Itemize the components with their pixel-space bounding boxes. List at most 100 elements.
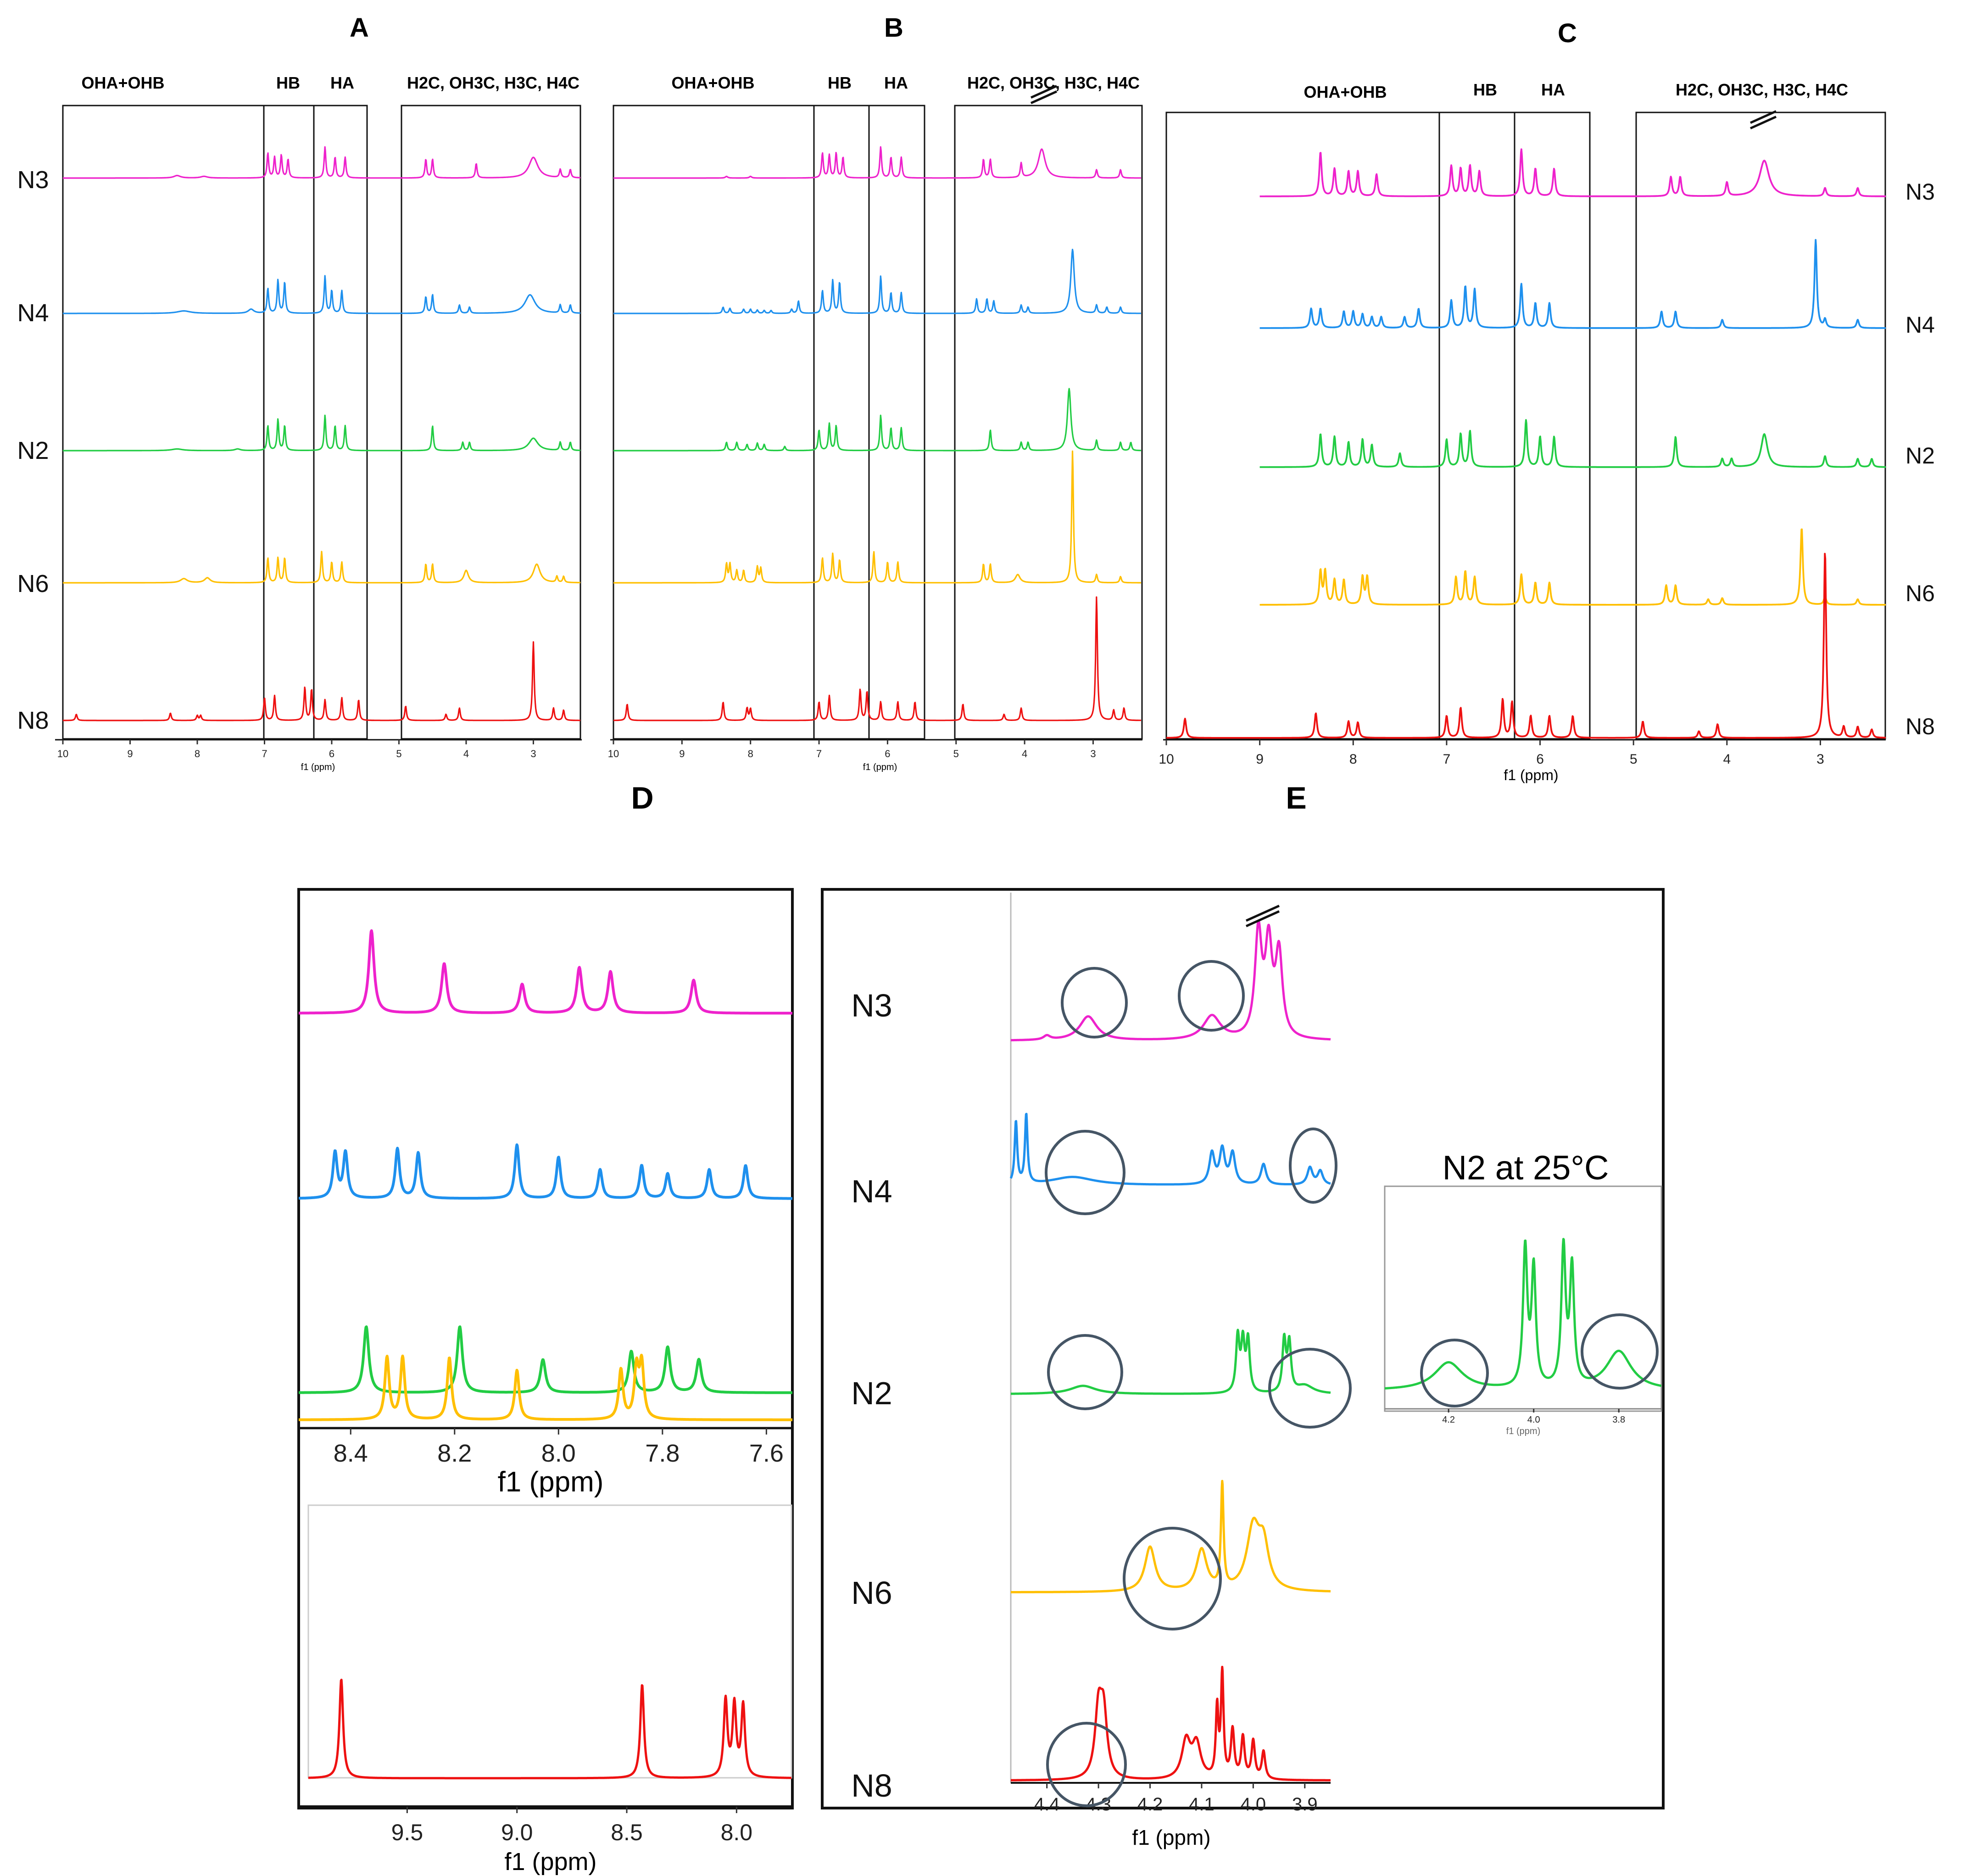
region-label-h2c: H2C, OH3C, H3C, H4C (1676, 80, 1848, 99)
panel-letter-a: A (350, 13, 369, 43)
x-axis-label: f1 (ppm) (1504, 767, 1558, 783)
series-label-n8: N8 (851, 1768, 892, 1803)
spectrum-n6 (298, 1353, 793, 1421)
region-box-h2c (401, 105, 581, 740)
region-box-ha (1514, 112, 1591, 740)
series-label-n3: N3 (851, 988, 892, 1023)
inset-frame (1384, 1185, 1662, 1412)
x-tick-label: 7.6 (749, 1440, 784, 1467)
series-label-n4: N4 (851, 1173, 892, 1209)
spectrum-n8 (1010, 1665, 1331, 1781)
region-box-h2c (1635, 112, 1886, 740)
spectrum-n8 (613, 596, 1142, 721)
spectra-stack: N3 N4 N2 N6 N8 (17, 146, 581, 734)
series-label-n6: N6 (1905, 581, 1935, 606)
series-label-n2: N2 (17, 437, 49, 464)
highlight-circle (1289, 1128, 1337, 1204)
region-label-h2c: H2C, OH3C, H3C, H4C (967, 73, 1140, 92)
panel-letter-b: B (884, 13, 903, 43)
x-tick-label: 7 (816, 748, 822, 759)
spectra-stack: N3 N4 N2 N6 N8 (1166, 148, 1935, 739)
x-tick-label: 4.2 (1137, 1794, 1163, 1815)
inset-x-axis-label: f1 (ppm) (1506, 1426, 1540, 1436)
panel-b: OHA+OHB HB HA H2C, OH3C, H3C, H4C 10 9 8 7 6… (608, 73, 1143, 772)
region-box-h2c (954, 105, 1143, 740)
spectra-stack: N3 N4 N2 N6 N8 (851, 919, 1331, 1803)
region-box-ha (313, 105, 368, 740)
x-tick-label: 9 (127, 748, 133, 759)
highlight-circle (1581, 1313, 1659, 1390)
region-label-oh: OHA+OHB (671, 73, 754, 92)
x-tick-label: 7.8 (645, 1440, 680, 1467)
x-axis-ticks: 10 9 8 7 6 5 4 3 (608, 740, 1096, 759)
x-tick-label: 4 (1723, 752, 1731, 767)
spectrum-n3 (62, 146, 581, 179)
x-tick-label: 5 (953, 748, 959, 759)
highlight-circle (1123, 1527, 1222, 1630)
x-tick-label: 8.5 (611, 1820, 643, 1845)
series-label-n6: N6 (17, 570, 49, 597)
x-tick-label: 5 (396, 748, 401, 759)
x-tick-label: 9 (679, 748, 685, 759)
spectra-stack (307, 1679, 792, 1780)
region-label-hb: HB (828, 73, 852, 92)
spectrum-n6 (62, 551, 581, 584)
x-axis-ticks: 4.4 4.3 4.2 4.1 4.0 3.9 (1034, 1783, 1318, 1815)
region-label-hb: HB (1473, 80, 1497, 99)
x-tick-label: 3.8 (1612, 1415, 1625, 1425)
spectrum-n4 (613, 249, 1142, 314)
x-axis-label: f1 (ppm) (504, 1848, 596, 1876)
x-axis-label: f1 (ppm) (498, 1466, 604, 1498)
panel-letter-e: E (1286, 781, 1306, 815)
spectra-stack (1384, 1238, 1662, 1390)
x-tick-label: 6 (329, 748, 334, 759)
spectrum-n4 (62, 275, 581, 314)
highlight-circle (1178, 960, 1245, 1032)
series-label-n2: N2 (1905, 443, 1935, 469)
spectrum-n6 (613, 450, 1142, 584)
highlight-circle (1268, 1348, 1352, 1429)
series-label-n8: N8 (1905, 714, 1935, 739)
region-box-ha (868, 105, 925, 740)
panel-a: OHA+OHB HB HA H2C, OH3C, H3C, H4C 10 9 8 7 6… (17, 73, 582, 772)
x-tick-label: 6 (1536, 752, 1544, 767)
x-tick-label: 3 (1090, 748, 1096, 759)
spectrum-n8 (1166, 553, 1886, 739)
series-label-n2: N2 (851, 1375, 892, 1411)
highlight-circle (1061, 967, 1128, 1038)
spectrum-n4 (1009, 1112, 1331, 1186)
x-axis-label: f1 (ppm) (301, 762, 335, 772)
inset-title: N2 at 25°C (1443, 1149, 1609, 1187)
spectrum-n2 (1010, 1329, 1331, 1395)
spectrum-n6 (1010, 1480, 1331, 1593)
spectrum-n3 (1259, 148, 1886, 197)
region-label-oh: OHA+OHB (81, 73, 164, 92)
spectrum-n2 (1259, 419, 1886, 468)
highlight-circle (1047, 1334, 1123, 1410)
spectrum-n6 (1259, 528, 1886, 606)
x-tick-label: 8 (748, 748, 753, 759)
spectrum-n3 (613, 146, 1142, 179)
panel-letter-d: D (631, 781, 653, 815)
spectra-stack (613, 146, 1142, 721)
highlight-circle (1420, 1339, 1489, 1407)
x-tick-label: 4 (1022, 748, 1027, 759)
x-tick-label: 8.0 (541, 1440, 576, 1467)
series-label-n4: N4 (1905, 312, 1935, 338)
x-tick-label: 4.4 (1034, 1794, 1060, 1815)
x-tick-label: 4.2 (1442, 1415, 1455, 1425)
spectrum-n8 (307, 1679, 792, 1780)
highlight-circle (1046, 1722, 1127, 1807)
axis-break-mark (1030, 85, 1058, 104)
x-tick-label: 10 (1159, 752, 1174, 767)
x-tick-label: 3.9 (1292, 1794, 1318, 1815)
spectrum-n3 (1010, 919, 1331, 1042)
region-label-ha: HA (884, 73, 908, 92)
x-axis-ticks: 10 9 8 7 6 5 4 3 (1159, 740, 1824, 767)
x-tick-label: 4 (463, 748, 469, 759)
x-axis-ticks: 10 9 8 7 6 5 4 3 (57, 740, 536, 759)
panel-e-frame (821, 888, 1665, 1809)
